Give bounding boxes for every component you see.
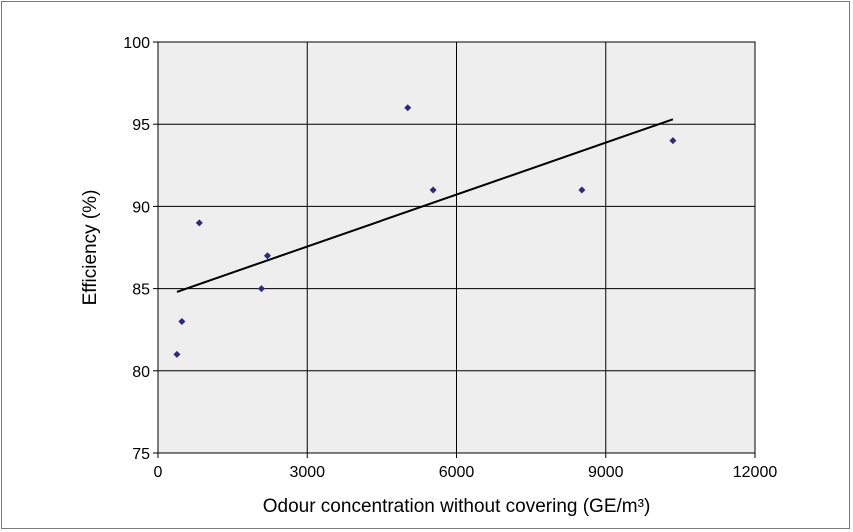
x-tick-label: 3000 — [289, 464, 325, 481]
y-tick-label: 95 — [132, 117, 150, 134]
data-point — [404, 104, 412, 112]
x-axis-title: Odour concentration without covering (GE… — [263, 496, 651, 517]
data-point — [263, 252, 271, 260]
trendline-layer — [176, 118, 674, 293]
x-tick-label: 6000 — [439, 464, 475, 481]
y-tick-label: 80 — [132, 364, 150, 381]
data-point — [578, 186, 586, 194]
data-point — [429, 186, 437, 194]
data-point — [257, 285, 265, 293]
data-points — [173, 104, 677, 358]
trendline — [176, 118, 674, 293]
y-tick-label: 85 — [132, 282, 150, 299]
tick-labels: 0 3000 6000 9000 12000 75 80 85 90 95 100 — [123, 35, 777, 481]
x-tick-label: 0 — [154, 464, 163, 481]
data-point — [178, 317, 186, 325]
data-point — [195, 219, 203, 227]
x-tick-label: 12000 — [733, 464, 778, 481]
y-tick-label: 100 — [123, 35, 150, 52]
y-tick-label: 75 — [132, 446, 150, 463]
data-point — [173, 350, 181, 358]
x-tick-label: 9000 — [588, 464, 624, 481]
data-point — [669, 137, 677, 145]
y-tick-label: 90 — [132, 199, 150, 216]
y-axis-title: Efficiency (%) — [80, 190, 101, 306]
